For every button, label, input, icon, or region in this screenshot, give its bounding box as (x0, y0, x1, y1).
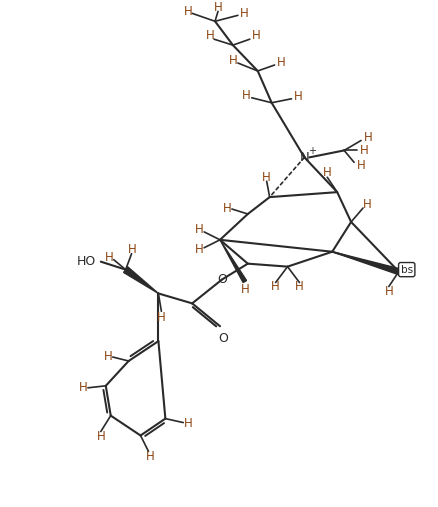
Polygon shape (124, 267, 158, 294)
Text: H: H (294, 280, 303, 293)
Text: HO: HO (76, 255, 95, 268)
Text: H: H (184, 417, 192, 430)
Text: H: H (213, 1, 222, 14)
Text: H: H (262, 171, 270, 184)
Text: H: H (228, 54, 237, 66)
Text: H: H (78, 381, 87, 394)
Polygon shape (332, 252, 399, 274)
Text: H: H (363, 131, 371, 144)
Text: H: H (362, 198, 371, 210)
Text: H: H (271, 280, 279, 293)
Text: O: O (216, 273, 226, 286)
Text: H: H (157, 311, 166, 324)
Text: H: H (241, 89, 250, 102)
Text: N: N (299, 151, 309, 164)
Text: H: H (293, 90, 302, 103)
Text: H: H (384, 285, 392, 298)
Text: H: H (128, 243, 137, 256)
Text: H: H (205, 29, 214, 42)
Text: H: H (251, 29, 260, 42)
Text: H: H (276, 56, 285, 68)
Text: H: H (146, 450, 155, 463)
Text: H: H (359, 144, 367, 157)
Text: H: H (322, 166, 331, 179)
Text: H: H (103, 349, 112, 363)
Text: H: H (104, 251, 113, 264)
Text: O: O (218, 332, 227, 345)
Text: +: + (307, 147, 316, 157)
Polygon shape (219, 240, 246, 282)
Text: H: H (356, 159, 364, 172)
Text: H: H (96, 430, 105, 443)
Text: H: H (194, 224, 203, 236)
Text: H: H (240, 283, 249, 296)
Text: H: H (239, 7, 247, 20)
Text: H: H (184, 5, 192, 18)
Text: H: H (222, 201, 231, 214)
Text: bs: bs (400, 265, 412, 275)
Text: H: H (194, 243, 203, 256)
